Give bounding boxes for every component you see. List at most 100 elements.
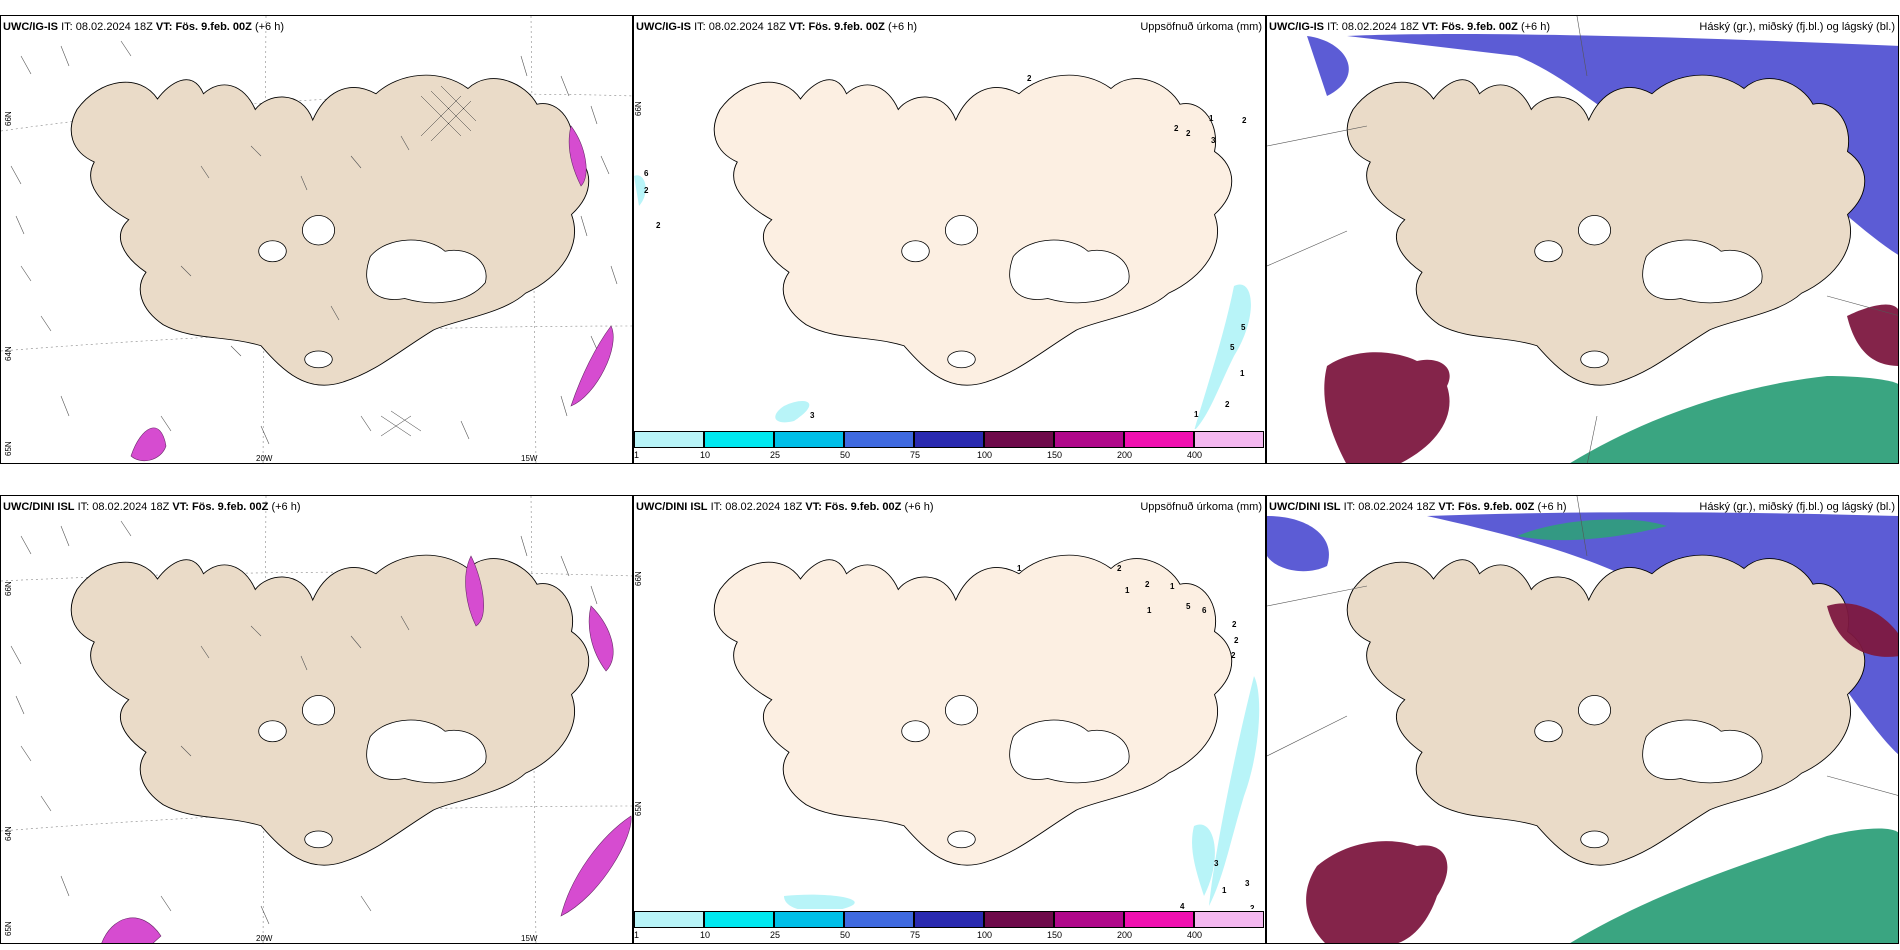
point-value: 2 [644, 186, 649, 195]
point-value: 2 [1250, 904, 1254, 913]
lat-label: 66N [4, 581, 13, 596]
colorbar-swatch [844, 911, 914, 928]
panel-title: UWC/IG-IS IT: 08.02.2024 18Z VT: Fös. 9.… [1269, 21, 1550, 33]
lat-label: 65N [4, 441, 13, 456]
panel-clouds-dini: UWC/DINI ISL IT: 08.02.2024 18Z VT: Fös.… [1266, 495, 1899, 944]
lat-label: 66N [634, 101, 643, 116]
point-value: 2 [1117, 564, 1122, 573]
colorbar-swatch [634, 431, 704, 448]
panel-title: UWC/DINI ISL IT: 08.02.2024 18Z VT: Fös.… [1269, 501, 1567, 513]
point-value: 6 [644, 169, 649, 178]
colorbar-tick: 1 [634, 450, 640, 460]
panel-field-title: Uppsöfnuð úrkoma (mm) [1140, 21, 1262, 33]
point-value: 2 [1242, 116, 1247, 125]
lat-label: 65N [4, 921, 13, 936]
colorbar-swatch [844, 431, 914, 448]
colorbar-tick: 50 [840, 930, 851, 940]
point-value: 2 [1174, 124, 1179, 133]
point-value: 2 [1145, 580, 1150, 589]
point-value: 5 [1186, 602, 1191, 611]
colorbar-swatch [704, 431, 774, 448]
panel-title: UWC/IG-IS IT: 08.02.2024 18Z VT: Fös. 9.… [636, 21, 917, 33]
panel-field-title: Uppsöfnuð úrkoma (mm) [1140, 501, 1262, 513]
colorbar-tick: 200 [1117, 930, 1133, 940]
point-value: 2 [1232, 620, 1237, 629]
colorbar-tick: 75 [910, 930, 921, 940]
point-value: 3 [1245, 879, 1250, 888]
panel-wind-dini: UWC/DINI ISL IT: 08.02.2024 18Z VT: Fös.… [0, 495, 633, 944]
colorbar-swatch [1194, 431, 1264, 448]
panel-field-title: Háský (gr.), miðský (fj.bl.) og lágský (… [1699, 21, 1895, 33]
point-value: 1 [1222, 886, 1227, 895]
lat-label: 65N [634, 801, 643, 816]
colorbar-swatch [1054, 911, 1124, 928]
colorbar-tick: 100 [977, 930, 993, 940]
lon-label: 20W [256, 454, 273, 463]
colorbar-tick: 400 [1187, 930, 1203, 940]
point-value: 4 [1180, 902, 1185, 911]
panel-field-title: Háský (gr.), miðský (fj.bl.) og lágský (… [1699, 501, 1895, 513]
colorbar-swatch [1124, 911, 1194, 928]
lat-label: 66N [4, 111, 13, 126]
lon-label: 20W [256, 934, 273, 943]
colorbar-swatch [914, 431, 984, 448]
panel-title: UWC/DINI ISL IT: 08.02.2024 18Z VT: Fös.… [3, 501, 301, 513]
colorbar-swatch [984, 911, 1054, 928]
precip-map [713, 554, 1260, 912]
point-value: 2 [1225, 400, 1230, 409]
colorbar-tick: 50 [840, 450, 851, 460]
wind-map [1, 496, 632, 943]
point-value: 2 [656, 221, 661, 230]
colorbar-tick: 400 [1187, 450, 1203, 460]
colorbar-tick: 75 [910, 450, 921, 460]
point-value: 6 [1202, 606, 1207, 615]
colorbar-swatch [774, 431, 844, 448]
panel-precip-dini: UWC/DINI ISL IT: 08.02.2024 18Z VT: Fös.… [633, 495, 1266, 944]
colorbar-swatch [1194, 911, 1264, 928]
colorbar-tick: 10 [700, 450, 711, 460]
lon-label: 15W [521, 934, 538, 943]
point-value: 3 [810, 411, 815, 420]
point-value: 1 [1194, 410, 1199, 419]
panel-wind-igis: UWC/IG-IS IT: 08.02.2024 18Z VT: Fös. 9.… [0, 15, 633, 464]
point-value: 3 [1214, 859, 1219, 868]
point-value: 1 [1209, 114, 1214, 123]
colorbar: 1 10 25 50 75 100 150 200 400 [634, 909, 1264, 943]
panel-title: UWC/DINI ISL IT: 08.02.2024 18Z VT: Fös.… [636, 501, 934, 513]
colorbar-swatch [704, 911, 774, 928]
point-value: 2 [1186, 129, 1191, 138]
colorbar-tick: 25 [770, 450, 781, 460]
point-value: 1 [1170, 582, 1175, 591]
lat-label: 66N [634, 571, 643, 586]
point-value: 1 [1017, 564, 1022, 573]
point-value: 5 [1230, 343, 1235, 352]
panel-precip-igis: UWC/IG-IS IT: 08.02.2024 18Z VT: Fös. 9.… [633, 15, 1266, 464]
colorbar-tick: 200 [1117, 450, 1133, 460]
lat-label: 64N [4, 826, 13, 841]
lat-label: 64N [4, 346, 13, 361]
panel-clouds-igis: UWC/IG-IS IT: 08.02.2024 18Z VT: Fös. 9.… [1266, 15, 1899, 464]
point-value: 5 [1241, 323, 1246, 332]
cloud-map [1267, 496, 1898, 943]
point-value: 1 [1240, 369, 1245, 378]
point-value: 2 [1234, 636, 1239, 645]
cloud-map [1267, 16, 1898, 463]
point-value: 2 [1231, 651, 1236, 660]
lon-label: 15W [521, 454, 538, 463]
colorbar-swatch [774, 911, 844, 928]
precip-map [634, 74, 1251, 431]
colorbar-tick: 10 [700, 930, 711, 940]
colorbar-swatch [914, 911, 984, 928]
colorbar-tick: 1 [634, 930, 640, 940]
colorbar-swatch [634, 911, 704, 928]
wind-map [1, 16, 632, 463]
panel-title: UWC/IG-IS IT: 08.02.2024 18Z VT: Fös. 9.… [3, 21, 284, 33]
colorbar: 1 10 25 50 75 100 150 200 400 [634, 429, 1264, 463]
colorbar-tick: 150 [1047, 450, 1063, 460]
point-value: 1 [1147, 606, 1152, 615]
colorbar-swatch [1124, 431, 1194, 448]
colorbar-swatch [984, 431, 1054, 448]
colorbar-swatch [1054, 431, 1124, 448]
colorbar-tick: 100 [977, 450, 993, 460]
point-value: 3 [1211, 136, 1216, 145]
